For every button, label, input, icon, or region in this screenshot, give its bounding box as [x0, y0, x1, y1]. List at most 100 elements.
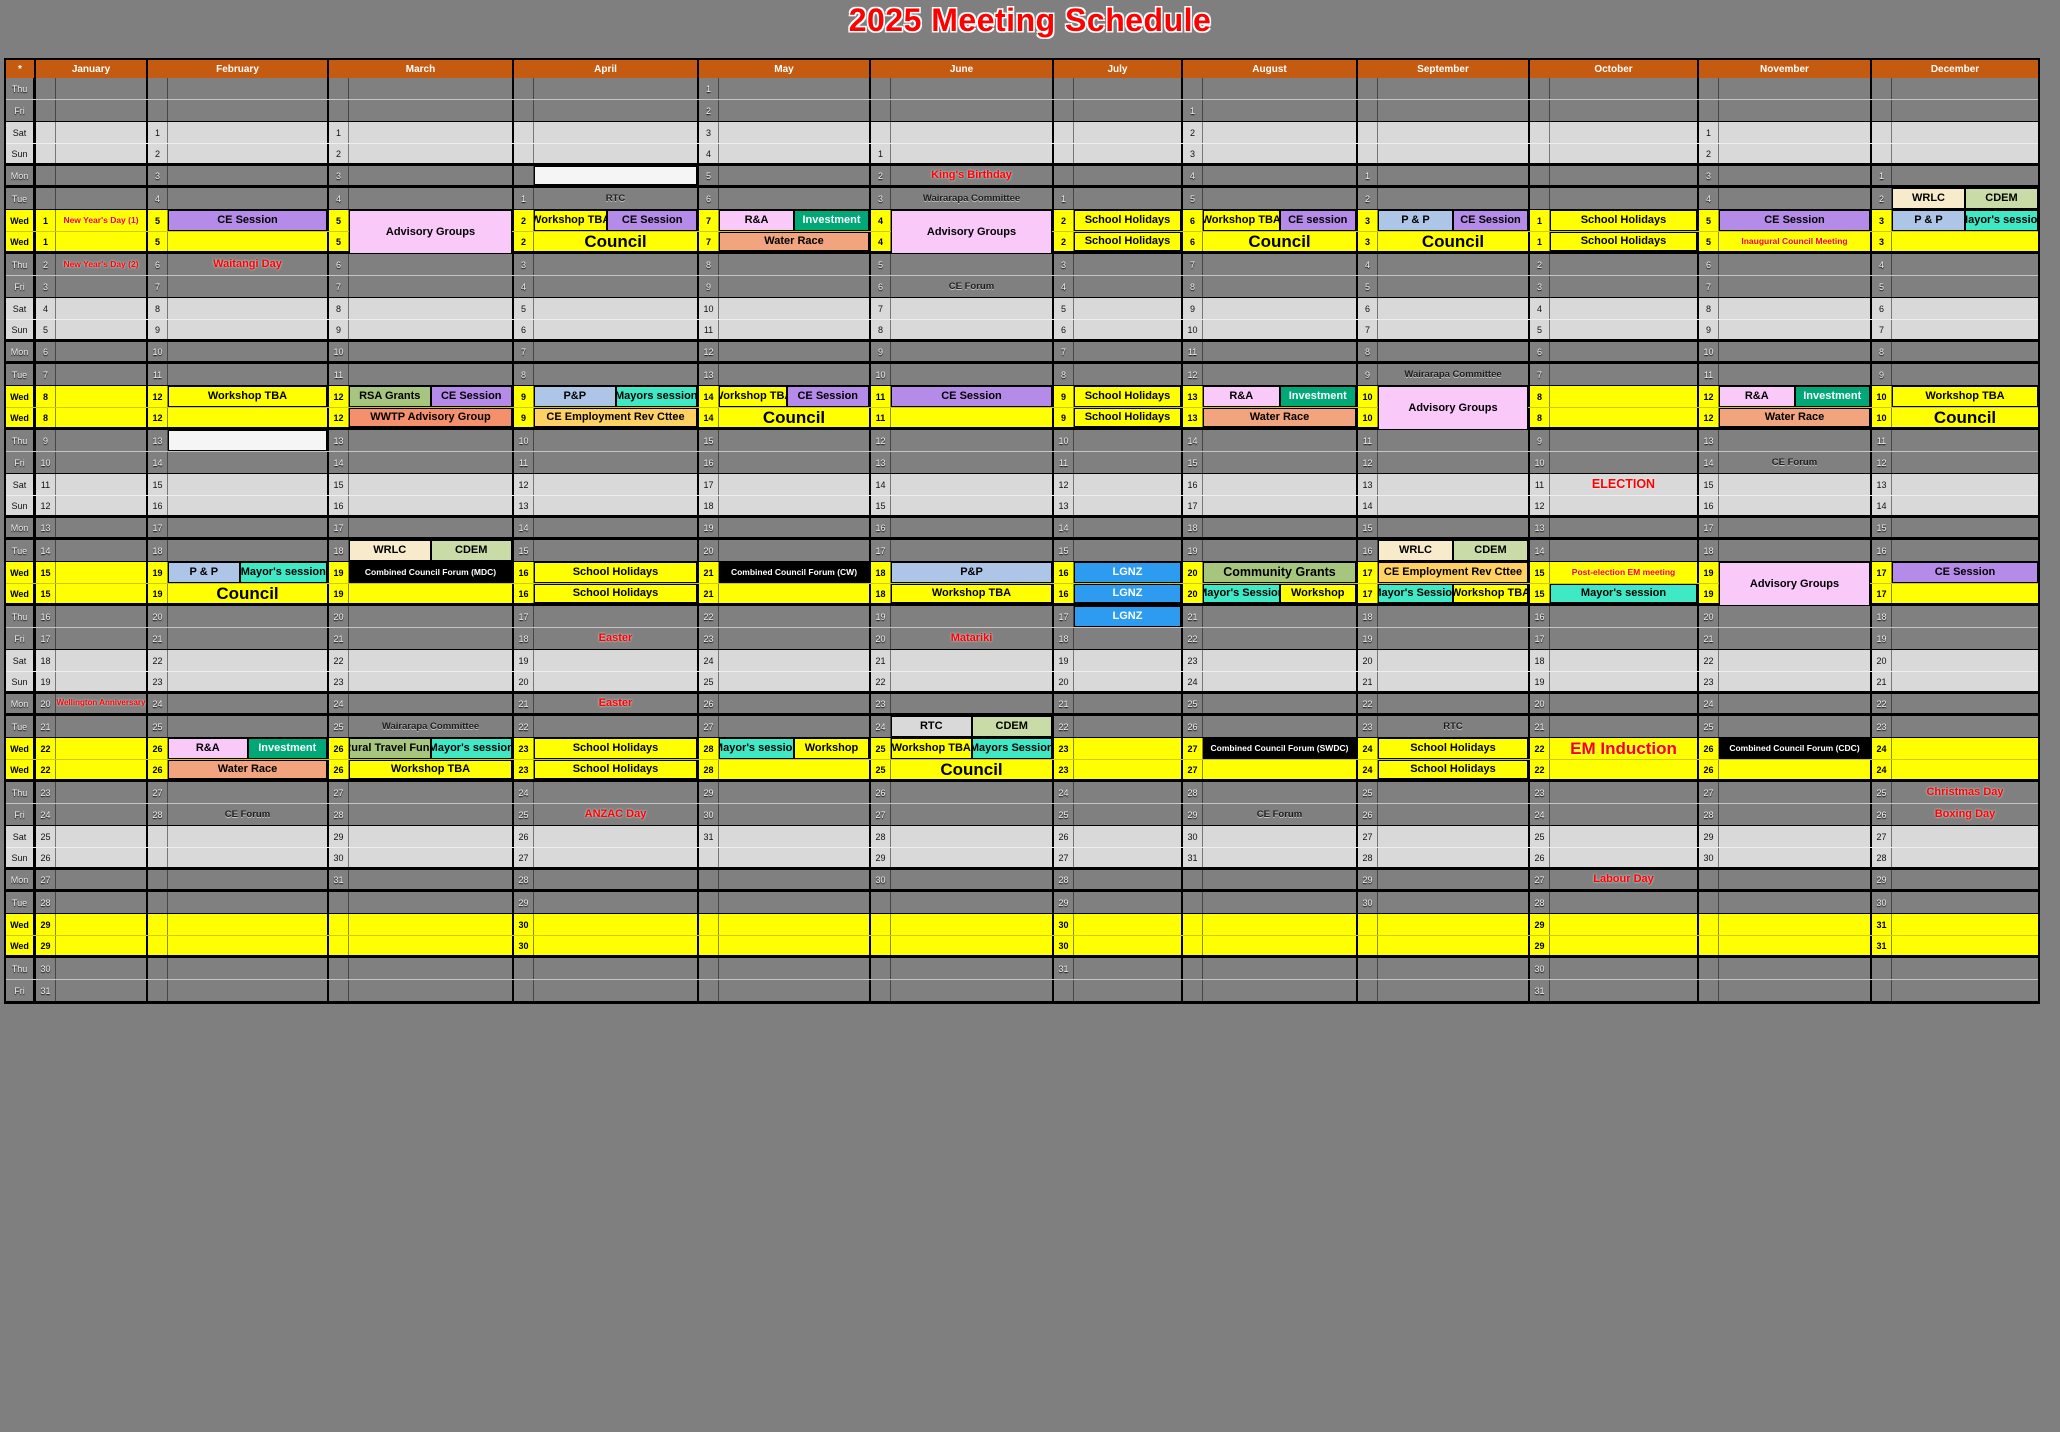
event-area[interactable]	[56, 958, 146, 979]
school-holidays-event-cell[interactable]: School Holidays	[1378, 738, 1528, 759]
event-area[interactable]	[168, 276, 327, 297]
date-cell[interactable]: 21	[1872, 672, 1892, 691]
event-area[interactable]	[56, 914, 146, 935]
event-area[interactable]	[1550, 100, 1697, 121]
advisory-groups-event-cell[interactable]: Advisory Groups	[1378, 386, 1528, 430]
event-area[interactable]	[1719, 804, 1870, 825]
date-cell[interactable]: 1	[514, 188, 534, 209]
date-cell[interactable]: 13	[329, 430, 349, 451]
r-a-event-cell[interactable]: R&A	[1203, 386, 1280, 407]
date-cell[interactable]: 5	[329, 210, 349, 231]
date-cell[interactable]: 26	[1183, 716, 1203, 737]
event-area[interactable]: New Year's Day (2)	[56, 254, 146, 275]
event-area[interactable]	[168, 408, 327, 427]
event-area[interactable]	[349, 254, 512, 275]
matariki-event-cell[interactable]: Matariki	[950, 632, 993, 644]
council-event-cell[interactable]: Council	[1248, 232, 1311, 251]
event-area[interactable]	[891, 958, 1052, 979]
ce-session-event-cell[interactable]: CE Session	[1453, 210, 1528, 231]
day-label-thu[interactable]: Thu	[6, 606, 34, 627]
event-area[interactable]	[534, 980, 697, 1001]
date-cell[interactable]	[1530, 100, 1550, 121]
event-area[interactable]	[1550, 826, 1697, 847]
month-header-august[interactable]: August	[1181, 60, 1356, 78]
event-area[interactable]	[1378, 298, 1528, 319]
date-cell[interactable]: 22	[36, 738, 56, 759]
date-cell[interactable]: 21	[699, 584, 719, 603]
event-area[interactable]	[168, 628, 327, 649]
date-cell[interactable]: 13	[514, 496, 534, 515]
date-cell[interactable]: 15	[871, 496, 891, 515]
workshop-tba-event-cell[interactable]: Workshop TBA	[1453, 584, 1528, 603]
event-area[interactable]	[1203, 672, 1356, 691]
date-cell[interactable]: 5	[1699, 232, 1719, 251]
event-area[interactable]	[534, 100, 697, 121]
date-cell[interactable]: 20	[329, 606, 349, 627]
month-header-march[interactable]: March	[327, 60, 512, 78]
date-cell[interactable]	[148, 958, 168, 979]
date-cell[interactable]	[699, 936, 719, 955]
event-area[interactable]	[1378, 650, 1528, 671]
event-area[interactable]	[534, 78, 697, 99]
mayor-s-session-event-cell[interactable]: Mayor's session	[239, 562, 327, 583]
event-area[interactable]	[1550, 892, 1697, 913]
date-cell[interactable]: 17	[1872, 584, 1892, 603]
event-area[interactable]	[1892, 144, 2038, 163]
date-cell[interactable]	[514, 122, 534, 143]
date-cell[interactable]: 14	[1054, 518, 1074, 537]
date-cell[interactable]	[1054, 100, 1074, 121]
date-cell[interactable]: 30	[1183, 826, 1203, 847]
event-area[interactable]	[1550, 628, 1697, 649]
event-area[interactable]	[534, 122, 697, 143]
event-area[interactable]	[349, 936, 512, 955]
event-area[interactable]	[1074, 342, 1181, 361]
event-area[interactable]: CE Session	[1892, 562, 2038, 583]
date-cell[interactable]: 23	[1183, 650, 1203, 671]
event-area[interactable]	[1550, 716, 1697, 737]
day-label-thu[interactable]: Thu	[6, 782, 34, 803]
date-cell[interactable]: 18	[1358, 606, 1378, 627]
event-area[interactable]	[534, 364, 697, 385]
date-cell[interactable]: 13	[148, 430, 168, 451]
event-area[interactable]	[1203, 496, 1356, 515]
ce-session-event-cell[interactable]: CE Session	[430, 386, 512, 407]
date-cell[interactable]: 2	[1183, 122, 1203, 143]
date-cell[interactable]	[1699, 892, 1719, 913]
event-area[interactable]: Workshop TBA	[168, 386, 327, 407]
date-cell[interactable]: 11	[1358, 430, 1378, 451]
event-area[interactable]	[56, 870, 146, 889]
date-cell[interactable]: 7	[148, 276, 168, 297]
date-cell[interactable]: 16	[148, 496, 168, 515]
event-area[interactable]	[534, 276, 697, 297]
date-cell[interactable]: 14	[1872, 496, 1892, 515]
event-area[interactable]	[1378, 474, 1528, 495]
event-area[interactable]	[891, 804, 1052, 825]
event-area[interactable]	[719, 430, 869, 451]
date-cell[interactable]: 13	[1183, 386, 1203, 407]
event-area[interactable]	[349, 892, 512, 913]
council-event-cell[interactable]: Council	[940, 760, 1003, 779]
date-cell[interactable]: 20	[699, 540, 719, 561]
event-area[interactable]	[534, 320, 697, 339]
date-cell[interactable]: 23	[329, 672, 349, 691]
event-area[interactable]	[1719, 474, 1870, 495]
event-area[interactable]	[719, 540, 869, 561]
event-area[interactable]	[1074, 914, 1181, 935]
event-area[interactable]	[1074, 496, 1181, 515]
event-area[interactable]	[1719, 936, 1870, 955]
event-area[interactable]: Advisory Groups	[349, 210, 512, 254]
date-cell[interactable]	[1054, 166, 1074, 185]
event-area[interactable]: R&A Investment	[719, 210, 869, 231]
event-area[interactable]	[1203, 188, 1356, 209]
event-area[interactable]	[1892, 760, 2038, 779]
event-area[interactable]: New Year's Day (1)	[56, 210, 146, 231]
date-cell[interactable]: 26	[1358, 804, 1378, 825]
event-area[interactable]: Advisory Groups	[1719, 562, 1870, 606]
event-area[interactable]	[1550, 760, 1697, 779]
event-area[interactable]: Workshop TBA	[1892, 386, 2038, 407]
event-area[interactable]: CE Forum	[1719, 452, 1870, 473]
workshop-tba-event-cell[interactable]: Workshop TBA	[349, 760, 512, 779]
event-area[interactable]: School Holidays	[1074, 386, 1181, 407]
event-area[interactable]	[1378, 826, 1528, 847]
